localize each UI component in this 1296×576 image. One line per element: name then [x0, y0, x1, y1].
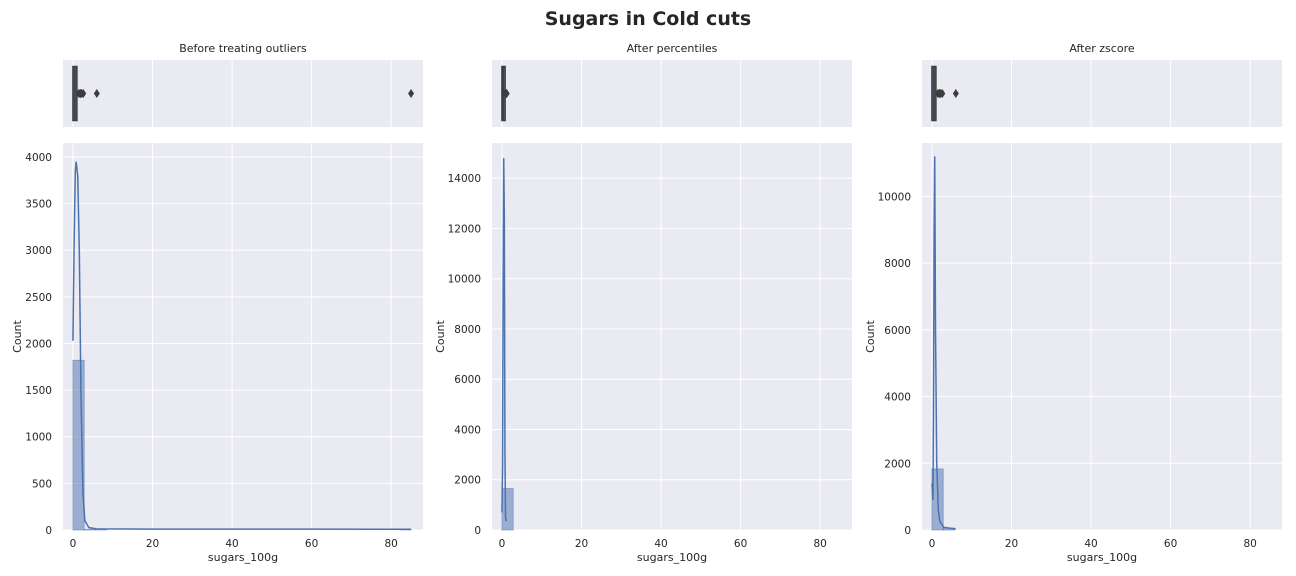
y-tick-label: 2500 [25, 292, 52, 304]
y-tick-label: 4000 [454, 424, 481, 436]
y-axis-label: Count [434, 319, 447, 352]
x-axis-label: sugars_100g [208, 551, 278, 564]
kde-line [72, 161, 412, 530]
y-tick-label: 10000 [448, 274, 481, 286]
y-tick-label: 1000 [25, 432, 52, 444]
y-tick-label: 8000 [454, 324, 481, 336]
x-tick-label: 20 [1005, 538, 1018, 550]
x-tick-label: 0 [929, 538, 936, 550]
x-axis-label: sugars_100g [1067, 551, 1137, 564]
panel-title: After zscore [1069, 42, 1134, 55]
histogram-axes-background [492, 143, 852, 530]
y-tick-label: 2000 [884, 458, 911, 470]
boxplot-axes-background [63, 60, 423, 127]
y-tick-label: 4000 [25, 152, 52, 164]
y-tick-label: 0 [45, 525, 52, 537]
boxplot-outlier [939, 89, 946, 98]
y-tick-label: 2000 [25, 338, 52, 350]
histogram-bar [501, 488, 514, 531]
y-tick-label: 1500 [25, 385, 52, 397]
y-tick-label: 0 [474, 525, 481, 537]
x-tick-label: 40 [654, 538, 667, 550]
x-tick-label: 40 [225, 538, 238, 550]
kde-line [501, 158, 508, 522]
y-tick-label: 10000 [878, 191, 911, 203]
x-tick-label: 60 [1164, 538, 1177, 550]
histogram-bar [72, 359, 85, 531]
x-axis-label: sugars_100g [637, 551, 707, 564]
boxplot-axes-background [492, 60, 852, 127]
x-tick-label: 20 [575, 538, 588, 550]
y-tick-label: 500 [32, 478, 52, 490]
y-tick-label: 4000 [884, 392, 911, 404]
y-tick-label: 3500 [25, 199, 52, 211]
panel-title: After percentiles [627, 42, 718, 55]
y-tick-label: 6000 [454, 374, 481, 386]
x-tick-label: 40 [1084, 538, 1097, 550]
subplot-1: Before treating outliers 0 20 40 60 80 0 500 100… [11, 42, 423, 564]
y-axis-label: Count [11, 319, 24, 352]
y-tick-label: 8000 [884, 258, 911, 270]
histogram-axes-background [922, 143, 1282, 530]
x-tick-label: 0 [70, 538, 77, 550]
subplot-2: After percentiles 0 20 40 60 80 0 2000 4000 6000 8… [434, 42, 852, 564]
kde-line [931, 156, 956, 530]
boxplot-outlier [80, 89, 87, 98]
x-tick-label: 80 [384, 538, 397, 550]
boxplot-outlier [503, 89, 510, 98]
boxplot-axes-background [922, 60, 1282, 127]
x-tick-label: 60 [734, 538, 747, 550]
y-axis-label: Count [864, 319, 877, 352]
y-tick-label: 14000 [448, 173, 481, 185]
boxplot-outlier [408, 89, 415, 98]
y-tick-label: 0 [904, 525, 911, 537]
y-tick-label: 6000 [884, 325, 911, 337]
x-tick-label: 60 [305, 538, 318, 550]
y-tick-label: 2000 [454, 475, 481, 487]
histogram-bar [83, 529, 96, 531]
x-tick-label: 0 [499, 538, 506, 550]
boxplot-outlier [93, 89, 100, 98]
x-tick-label: 80 [1243, 538, 1256, 550]
y-tick-label: 3000 [25, 245, 52, 257]
x-tick-label: 80 [813, 538, 826, 550]
x-tick-label: 20 [146, 538, 159, 550]
panel-title: Before treating outliers [179, 42, 307, 55]
y-tick-label: 12000 [448, 223, 481, 235]
figure-title: Sugars in Cold cuts [544, 8, 752, 30]
subplot-3: After zscore 0 20 40 60 80 0 2000 4000 6000 8000 10… [864, 42, 1282, 564]
boxplot-outlier [952, 89, 959, 98]
histogram-axes-background [63, 143, 423, 530]
